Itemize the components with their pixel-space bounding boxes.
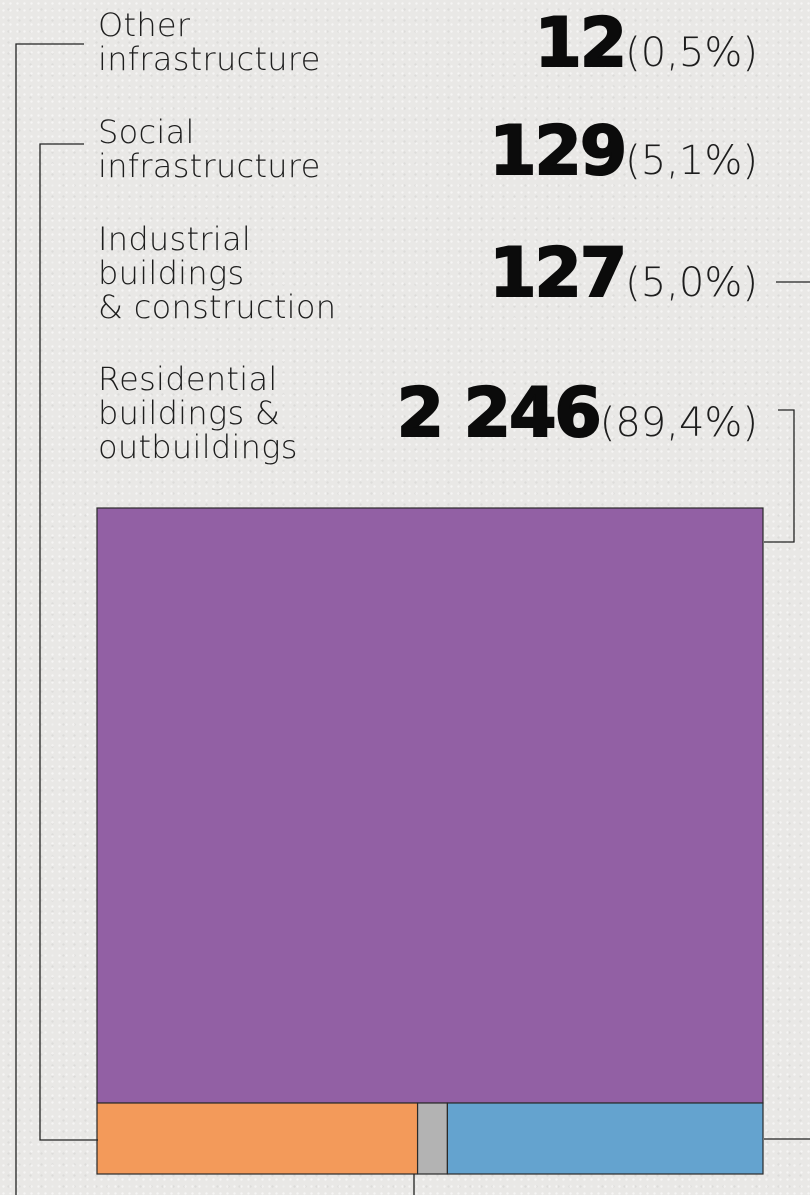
percent-industrial: (5,0%) xyxy=(625,260,758,306)
label-social: Social infrastructure xyxy=(98,113,321,185)
leader-line-other xyxy=(15,43,84,1195)
figure-social: 129(5,1%) xyxy=(488,111,758,192)
value-industrial: 127 xyxy=(488,233,628,314)
percent-social: (5,1%) xyxy=(625,138,758,184)
value-residential: 2 246 xyxy=(396,373,603,454)
leader-line-social xyxy=(39,143,98,1141)
label-industrial: Industrial buildings & construction xyxy=(98,220,337,326)
treemap-cell-residential xyxy=(96,507,764,1104)
label-residential: Residential buildings & outbuildings xyxy=(98,360,298,466)
value-social: 129 xyxy=(488,111,628,192)
figure-industrial: 127(5,0%) xyxy=(488,233,758,314)
percent-other: (0,5%) xyxy=(625,30,758,76)
treemap-cell-other xyxy=(416,1102,448,1175)
label-other: Other infrastructure xyxy=(98,6,321,78)
treemap-cell-industrial xyxy=(446,1102,764,1175)
leader-line-industrial xyxy=(764,281,810,1140)
leader-line-residential xyxy=(764,409,795,543)
treemap-cell-social xyxy=(96,1102,419,1175)
value-other: 12 xyxy=(534,3,629,84)
figure-other: 12(0,5%) xyxy=(534,3,758,84)
figure-residential: 2 246(89,4%) xyxy=(396,373,758,454)
percent-residential: (89,4%) xyxy=(599,400,758,446)
